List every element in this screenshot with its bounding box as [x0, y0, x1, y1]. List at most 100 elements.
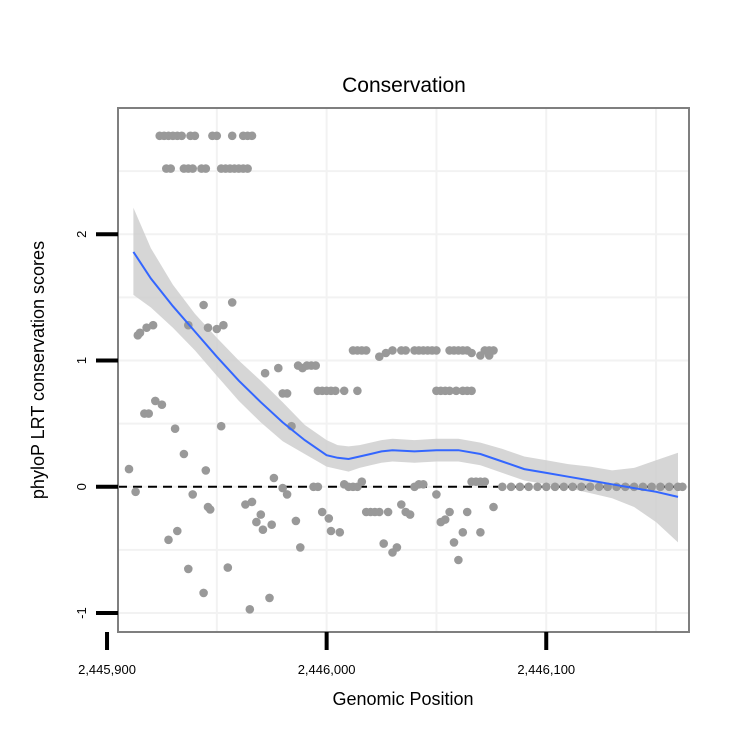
data-point — [151, 396, 160, 406]
data-point — [269, 473, 279, 483]
data-point — [157, 400, 167, 410]
chart-title: Conservation — [342, 74, 466, 97]
data-point — [533, 482, 542, 492]
data-point — [524, 482, 533, 492]
data-point — [203, 323, 213, 333]
data-point — [462, 507, 472, 517]
data-point — [260, 368, 270, 378]
data-point — [419, 480, 428, 489]
data-point — [454, 555, 463, 565]
data-point — [166, 164, 175, 173]
data-point — [432, 490, 441, 499]
data-point — [467, 386, 476, 396]
data-point — [265, 593, 274, 603]
data-point — [678, 482, 687, 492]
data-point — [203, 502, 213, 512]
data-point — [124, 464, 134, 474]
data-point — [440, 515, 450, 524]
data-point — [550, 482, 560, 492]
data-point — [324, 514, 334, 523]
data-point — [381, 348, 391, 358]
data-point — [227, 131, 237, 141]
smooth-line-layer — [132, 251, 679, 498]
axes: 2,445,900 2,446,000 2,446,100 -1 0 1 2 — [74, 231, 575, 677]
data-point — [177, 131, 186, 141]
data-point — [282, 490, 292, 499]
data-point — [245, 605, 255, 614]
data-point — [379, 539, 389, 548]
data-point — [476, 528, 485, 537]
data-point — [506, 482, 516, 492]
data-point — [647, 482, 656, 492]
data-point — [258, 525, 268, 534]
data-point — [142, 323, 151, 333]
data-point — [375, 507, 384, 517]
plot-panel-border — [117, 107, 690, 633]
data-point — [498, 482, 507, 492]
data-point — [559, 482, 569, 492]
data-point — [212, 324, 222, 334]
y-tick-label: 2 — [74, 231, 89, 238]
data-point — [188, 164, 197, 173]
data-point — [247, 131, 257, 141]
data-point — [577, 482, 586, 492]
data-point — [568, 482, 577, 492]
data-point — [190, 131, 200, 141]
grid-lines — [118, 108, 689, 632]
data-point — [458, 528, 468, 537]
data-point — [256, 510, 266, 519]
data-point — [432, 346, 441, 355]
data-point — [212, 131, 222, 141]
plot-panel-background — [118, 108, 689, 632]
data-point — [311, 361, 321, 370]
data-point — [223, 563, 233, 572]
confidence-band-layer — [133, 207, 678, 543]
data-point — [227, 298, 237, 307]
data-point — [291, 516, 301, 526]
data-point — [353, 386, 362, 396]
data-point — [405, 510, 415, 519]
data-point — [484, 346, 494, 355]
data-point — [388, 346, 397, 355]
data-point — [274, 363, 283, 373]
data-point — [392, 543, 402, 552]
data-point — [515, 482, 525, 492]
data-point — [331, 386, 340, 396]
data-point — [267, 520, 277, 529]
data-point — [480, 477, 490, 487]
data-point — [317, 507, 327, 517]
data-point — [179, 449, 189, 459]
data-point — [170, 424, 180, 434]
data-point — [131, 487, 140, 497]
data-point — [219, 320, 228, 330]
y-tick-label: 0 — [74, 483, 89, 490]
data-point — [252, 517, 261, 527]
data-point — [135, 328, 145, 338]
data-point — [449, 538, 459, 547]
data-point — [585, 482, 595, 492]
data-point — [401, 346, 411, 355]
y-tick-label: 1 — [74, 357, 89, 364]
smooth-fit-line — [132, 251, 679, 498]
data-point — [467, 348, 476, 358]
data-point — [397, 500, 406, 509]
data-point — [201, 164, 211, 173]
data-point — [594, 482, 604, 492]
data-point — [445, 507, 454, 517]
data-point — [664, 482, 674, 492]
data-point — [357, 477, 367, 487]
data-point — [164, 535, 173, 545]
data-point — [326, 526, 336, 536]
data-point — [241, 500, 250, 509]
data-point — [542, 482, 551, 492]
data-point — [216, 421, 226, 431]
data-point — [383, 507, 393, 517]
data-point — [656, 482, 665, 492]
y-tick-label: -1 — [74, 607, 89, 619]
points-layer — [124, 131, 687, 614]
data-point — [201, 466, 211, 475]
data-point — [247, 497, 257, 507]
plot-panel — [118, 108, 689, 632]
data-point — [489, 502, 498, 512]
data-point — [243, 164, 252, 173]
